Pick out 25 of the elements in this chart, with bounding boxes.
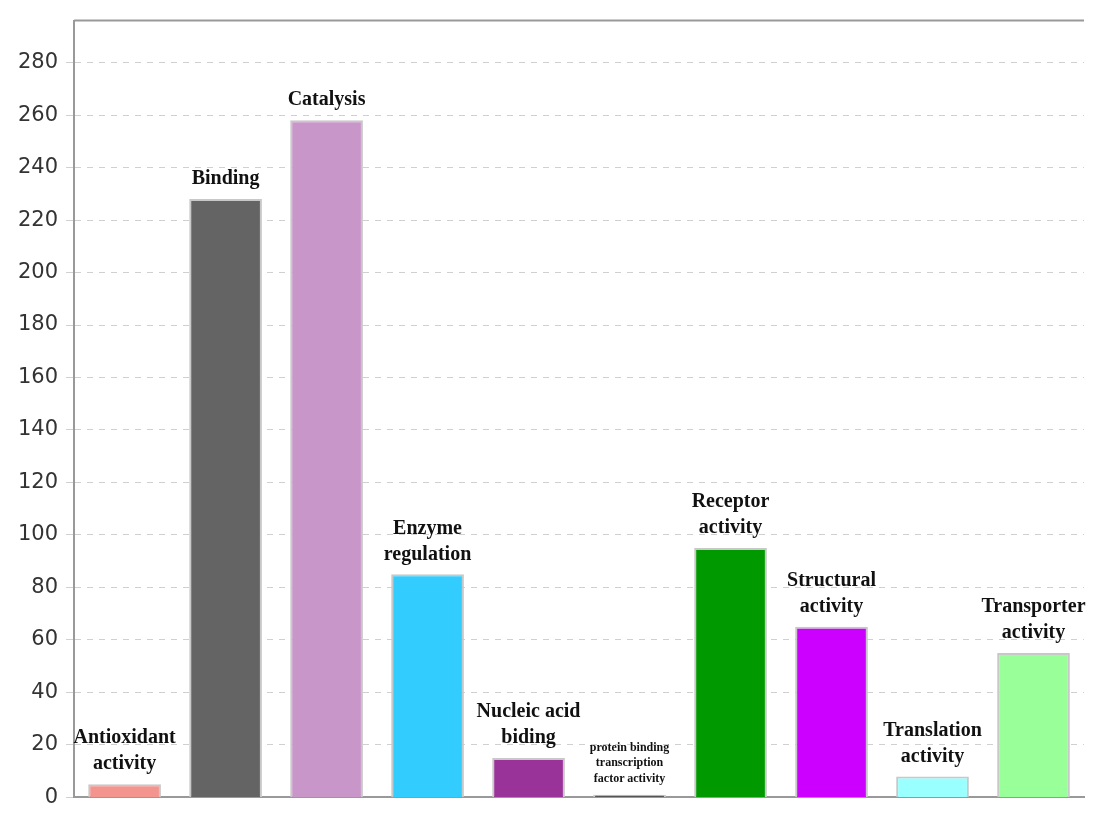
y-tick-label: 180 xyxy=(17,311,59,336)
y-tick-label: 240 xyxy=(17,154,59,179)
y-tick-label: 40 xyxy=(31,678,59,703)
y-tick-label: 60 xyxy=(31,626,59,651)
y-tick-label: 80 xyxy=(31,573,59,598)
y-tick-label: 120 xyxy=(17,468,59,493)
x-tick-label: Antioxidant activity xyxy=(73,725,177,775)
y-tick-label: 20 xyxy=(31,731,59,756)
x-tick-label: Enzyme regulation xyxy=(383,515,472,565)
x-tick-label: Catalysis xyxy=(287,87,366,111)
y-tick-label: 220 xyxy=(17,206,59,231)
y-tick-label: 100 xyxy=(17,521,59,546)
y-tick-label: 200 xyxy=(17,258,59,283)
y-tick-label: 160 xyxy=(17,363,59,388)
y-tick-label: 280 xyxy=(17,49,59,74)
x-tick-label: Nucleic acid biding xyxy=(476,699,581,749)
y-tick-label: 260 xyxy=(17,101,59,126)
x-tick-label: protein binding transcription factor activity xyxy=(589,739,670,785)
x-tick-label: Structural activity xyxy=(787,567,877,617)
y-tick-label: 0 xyxy=(44,783,59,808)
x-tick-label: Transporter activity xyxy=(981,594,1086,644)
x-tick-label: Binding xyxy=(191,166,260,190)
x-tick-label: Translation activity xyxy=(883,717,982,767)
x-tick-label: Receptor activity xyxy=(691,489,770,539)
y-tick-label: 140 xyxy=(17,416,59,441)
